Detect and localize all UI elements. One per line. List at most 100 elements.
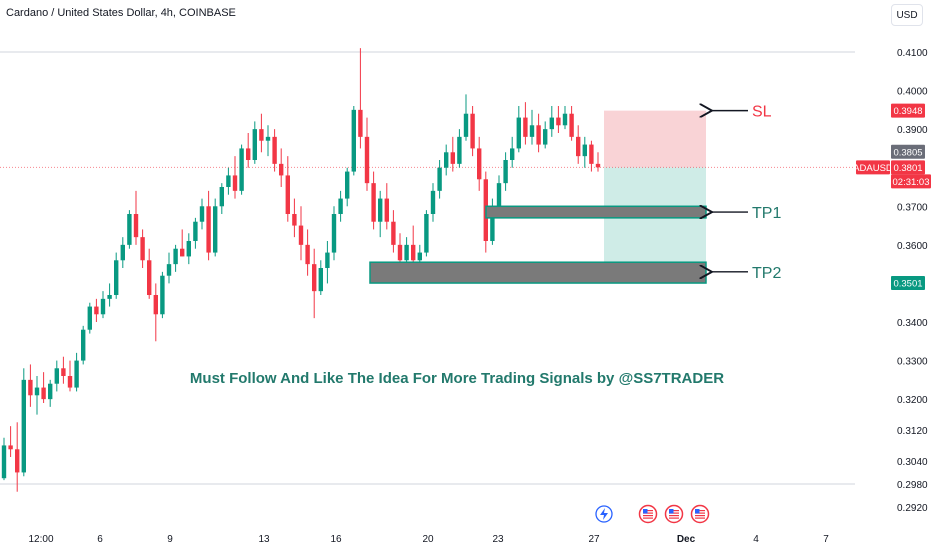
x-tick-label: 20	[422, 534, 434, 545]
candle-body	[470, 113, 475, 149]
us-flag-icon	[690, 504, 710, 524]
candle-body	[345, 171, 350, 199]
y-tick-label: 0.2980	[897, 480, 928, 491]
candle-body	[397, 244, 403, 261]
candle-body	[61, 368, 66, 376]
candle-body	[107, 295, 112, 299]
flag-bg	[695, 509, 705, 519]
candle-body	[496, 183, 502, 211]
candle-body	[28, 379, 33, 396]
candle-body	[450, 152, 455, 164]
flag-stripe	[695, 517, 705, 519]
flag-stripe	[643, 517, 653, 519]
candle-body	[239, 148, 244, 191]
flag-stripe	[695, 515, 705, 517]
candle-body	[100, 298, 106, 315]
x-tick-label: 4	[753, 534, 759, 545]
candle-body	[21, 379, 26, 473]
flag-stripe	[669, 517, 679, 519]
candle-body	[444, 152, 449, 168]
price-label-countdown-text: 02:31:03	[893, 177, 930, 188]
candle-body	[140, 237, 145, 261]
candle-body	[213, 206, 218, 253]
flag-bg	[669, 509, 679, 519]
y-tick-label: 0.3300	[897, 357, 928, 368]
y-tick-label: 0.3200	[897, 395, 928, 406]
price-label-tp2	[891, 276, 925, 291]
candles-layer	[1, 48, 601, 492]
price-label-last-text: 0.3801	[893, 163, 922, 174]
candle-body	[265, 136, 271, 141]
price-label-symbol-text: ADAUSD	[853, 163, 893, 174]
candle-body	[226, 175, 231, 187]
candle-body	[166, 264, 172, 276]
candle-body	[219, 187, 224, 207]
candle-body	[589, 144, 594, 164]
y-tick-label: 0.3700	[897, 202, 928, 213]
time-axis: 12:00 6 9 13 16 20 23 27 Dec 4 7	[28, 534, 829, 545]
flag-stripe	[643, 515, 653, 517]
candle-body	[127, 214, 132, 245]
currency-button[interactable]: USD	[891, 4, 923, 26]
candle-body	[430, 190, 436, 214]
tp2-box	[369, 261, 707, 284]
x-tick-label: Dec	[677, 534, 696, 545]
candle-body	[562, 113, 568, 126]
candle-body	[411, 244, 416, 261]
flag-canton	[643, 509, 648, 514]
us-flag-icon	[638, 504, 658, 524]
price-axis: 0.4100 0.4000 0.3900 0.3700 0.3600 0.3400 0.33…	[853, 48, 931, 514]
candle-body	[391, 221, 396, 245]
zones-layer	[604, 110, 706, 284]
candle-body	[549, 117, 554, 130]
candle-body	[87, 306, 92, 330]
flag-stripe	[695, 512, 705, 514]
price-label-high	[891, 144, 925, 159]
candle-body	[490, 210, 495, 241]
candle-body	[206, 206, 211, 253]
candle-body	[298, 225, 304, 245]
price-label-sl	[891, 103, 925, 118]
y-tick-label: 0.2920	[897, 503, 928, 514]
candle-body	[54, 368, 59, 384]
candle-body	[437, 167, 442, 191]
candle-body	[120, 244, 125, 261]
candle-body	[147, 260, 152, 295]
candle-body	[351, 109, 356, 172]
y-tick-label: 0.3120	[897, 426, 928, 437]
candle-body	[186, 241, 191, 257]
candle-body	[199, 206, 205, 222]
flag-bg	[643, 509, 653, 519]
candle-body	[305, 244, 310, 265]
candle-body	[516, 117, 521, 149]
candle-body	[477, 148, 482, 180]
candle-body	[81, 329, 86, 361]
candle-body	[529, 125, 535, 137]
candle-body	[153, 295, 158, 315]
candle-body	[543, 129, 548, 145]
grid-layer	[0, 51, 855, 485]
candle-body	[576, 136, 581, 157]
candle-body	[15, 449, 20, 473]
candle-body	[358, 109, 363, 137]
candle-body	[582, 144, 587, 157]
candle-body	[8, 445, 13, 450]
candle-body	[331, 214, 337, 253]
candle-body	[371, 183, 376, 222]
candle-body	[417, 252, 422, 261]
candle-body	[74, 360, 79, 388]
x-tick-label: 9	[167, 534, 173, 545]
candle-body	[312, 264, 317, 292]
x-tick-label: 6	[97, 534, 103, 545]
flag-stripe	[669, 510, 679, 512]
candle-body	[1, 445, 7, 479]
flash-bolt	[600, 508, 608, 520]
candle-body	[384, 198, 389, 222]
candle-body	[292, 214, 297, 226]
candle-body	[325, 252, 330, 268]
candle-body	[338, 198, 343, 214]
x-tick-label: 27	[588, 534, 600, 545]
sl-label: SL	[752, 104, 772, 121]
candle-body	[272, 136, 277, 164]
